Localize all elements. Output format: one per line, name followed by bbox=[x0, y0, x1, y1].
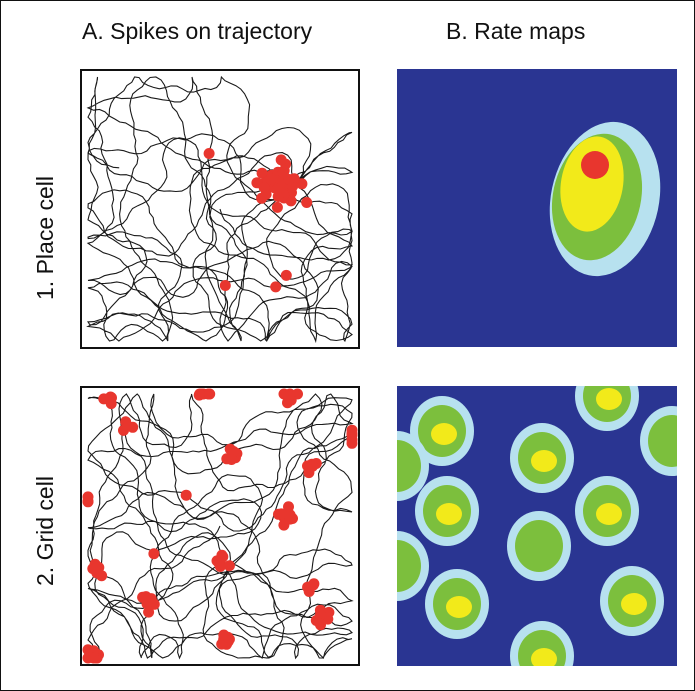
spike-marker bbox=[301, 197, 313, 208]
firing-field-contour bbox=[397, 440, 421, 492]
firing-field-contour bbox=[431, 423, 457, 445]
firing-field-contour bbox=[446, 596, 472, 618]
spike-marker bbox=[285, 195, 297, 207]
column-title-rate-maps: B. Rate maps bbox=[446, 18, 586, 44]
firing-field-contour bbox=[397, 540, 421, 592]
row-title-place-cell: 1. Place cell bbox=[32, 175, 58, 300]
spike-marker bbox=[180, 489, 192, 501]
trajectory-path bbox=[86, 75, 354, 344]
grid-cell-trajectory-panel bbox=[80, 386, 360, 666]
firing-field-contour bbox=[596, 503, 622, 525]
spike-marker bbox=[277, 167, 289, 179]
spike-marker bbox=[82, 496, 94, 508]
spike-marker bbox=[142, 593, 154, 605]
row-title-grid-cell: 2. Grid cell bbox=[32, 476, 58, 586]
spike-marker bbox=[96, 570, 108, 582]
spike-marker bbox=[88, 652, 100, 664]
spike-marker bbox=[120, 416, 132, 428]
spike-marker bbox=[265, 173, 277, 185]
trajectory-line bbox=[86, 75, 354, 344]
spike-marker bbox=[204, 388, 216, 400]
firing-field-contour bbox=[436, 503, 462, 525]
spike-marker bbox=[307, 579, 319, 591]
spike-marker bbox=[346, 434, 358, 446]
spike-marker bbox=[258, 182, 270, 193]
place-cell-rate-map bbox=[397, 69, 677, 347]
spike-marker bbox=[283, 501, 294, 513]
spike-marker bbox=[275, 508, 287, 520]
column-title-spikes: A. Spikes on trajectory bbox=[82, 18, 313, 44]
spike-marker bbox=[256, 167, 268, 179]
spike-marker bbox=[194, 388, 206, 400]
spike-marker bbox=[105, 391, 116, 403]
place-cell-trajectory-panel bbox=[80, 69, 360, 349]
spike-marker bbox=[143, 606, 155, 618]
spike-marker bbox=[226, 454, 237, 465]
spike-marker bbox=[214, 561, 226, 572]
spike-marker bbox=[203, 148, 215, 159]
spike-marker bbox=[271, 201, 283, 213]
firing-field-contour bbox=[581, 151, 609, 179]
firing-field-contour bbox=[648, 415, 677, 467]
firing-fields bbox=[549, 121, 661, 277]
spike-marker bbox=[219, 280, 231, 291]
grid-cell-rate-map bbox=[397, 386, 677, 666]
spike-marker bbox=[346, 424, 358, 436]
spike-marker bbox=[310, 615, 322, 626]
spike-marker bbox=[223, 560, 235, 572]
spike-markers bbox=[82, 388, 358, 664]
firing-field-contour bbox=[515, 520, 563, 572]
trajectory-line bbox=[87, 393, 355, 660]
spike-marker bbox=[82, 644, 94, 656]
firing-field-contour bbox=[531, 450, 557, 472]
firing-field-contour bbox=[621, 593, 647, 615]
spike-marker bbox=[118, 424, 129, 436]
spike-marker bbox=[89, 563, 101, 575]
spike-marker bbox=[148, 548, 160, 560]
firing-field-contour bbox=[596, 388, 622, 410]
spike-marker bbox=[218, 629, 230, 641]
spike-marker bbox=[256, 192, 268, 204]
trajectory-path bbox=[87, 393, 355, 660]
spike-marker bbox=[307, 460, 319, 472]
spike-marker bbox=[272, 191, 284, 202]
spike-markers bbox=[203, 148, 313, 293]
spike-marker bbox=[216, 551, 228, 563]
spike-marker bbox=[283, 390, 295, 402]
spike-marker bbox=[280, 269, 292, 281]
spike-marker bbox=[270, 281, 282, 293]
firing-fields bbox=[397, 386, 677, 666]
spike-marker bbox=[275, 154, 287, 166]
firing-field-contour bbox=[531, 648, 557, 666]
